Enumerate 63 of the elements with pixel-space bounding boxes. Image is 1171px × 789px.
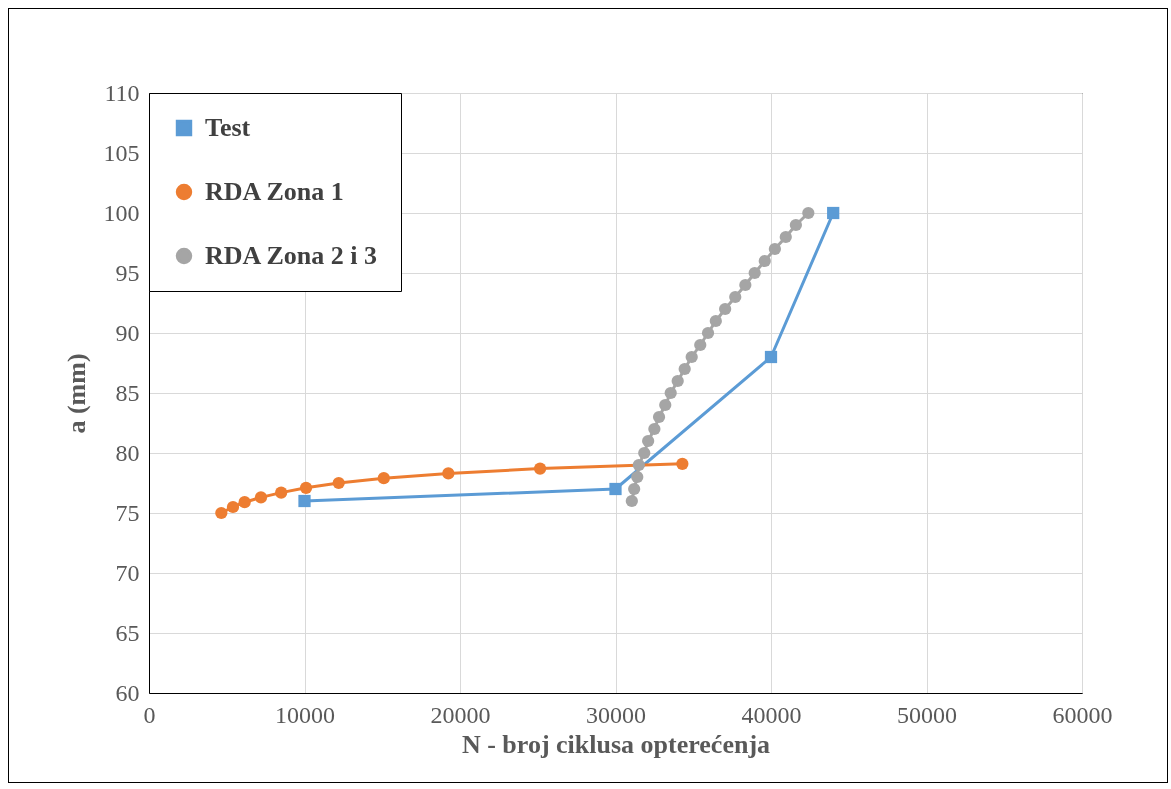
point — [764, 350, 778, 364]
point — [701, 326, 715, 340]
point — [652, 410, 666, 424]
x-tick-label: 50000 — [897, 701, 957, 728]
point — [377, 472, 390, 485]
point — [827, 206, 840, 220]
point — [685, 350, 698, 364]
y-tick-label: 70 — [115, 559, 140, 586]
point — [659, 398, 672, 412]
point — [275, 486, 288, 499]
point — [758, 254, 771, 268]
point — [671, 374, 684, 388]
point — [298, 494, 311, 508]
legend-label: RDA Zona 2 i 3 — [205, 241, 377, 270]
y-tick-label: 105 — [103, 139, 140, 166]
point — [638, 446, 651, 460]
legend-label: Test — [205, 113, 251, 142]
point — [678, 362, 691, 376]
point — [642, 434, 655, 448]
legend-label: RDA Zona 1 — [205, 177, 344, 206]
x-tick-label: 10000 — [275, 701, 335, 728]
x-axis-title: N - broj ciklusa opterećenja — [461, 729, 771, 759]
point — [694, 338, 707, 352]
point — [739, 278, 752, 292]
y-tick-label: 60 — [115, 679, 140, 706]
point — [215, 506, 228, 520]
point — [631, 470, 644, 484]
x-tick-label: 40000 — [741, 701, 802, 728]
y-tick-label: 95 — [115, 259, 140, 286]
point — [299, 481, 313, 494]
point — [238, 496, 251, 509]
y-tick-label: 65 — [115, 619, 140, 646]
point — [254, 491, 268, 504]
x-tick-label: 60000 — [1052, 701, 1113, 728]
point — [802, 206, 815, 220]
x-tick-label: 0 — [143, 701, 156, 728]
point — [768, 242, 782, 256]
point — [719, 302, 732, 316]
x-tick-label: 20000 — [430, 701, 491, 728]
point — [533, 462, 547, 475]
point — [632, 458, 645, 472]
point — [226, 500, 240, 514]
y-tick-label: 80 — [115, 439, 140, 466]
point — [628, 482, 641, 496]
x-tick-label: 30000 — [586, 701, 646, 728]
y-axis-title: a (mm) — [61, 353, 91, 434]
y-tick-label: 110 — [104, 79, 140, 106]
y-tick-label: 90 — [115, 319, 140, 346]
point — [625, 494, 638, 508]
point — [748, 266, 761, 280]
y-tick-label: 100 — [103, 199, 140, 226]
point — [779, 230, 792, 244]
point — [789, 218, 802, 232]
point — [442, 467, 455, 480]
y-tick-label: 75 — [115, 499, 140, 526]
point — [664, 386, 677, 400]
point — [648, 422, 661, 436]
point — [676, 457, 689, 470]
point — [609, 482, 622, 496]
y-tick-label: 85 — [115, 379, 140, 406]
point — [332, 476, 345, 490]
point — [729, 290, 742, 304]
point — [709, 314, 722, 328]
